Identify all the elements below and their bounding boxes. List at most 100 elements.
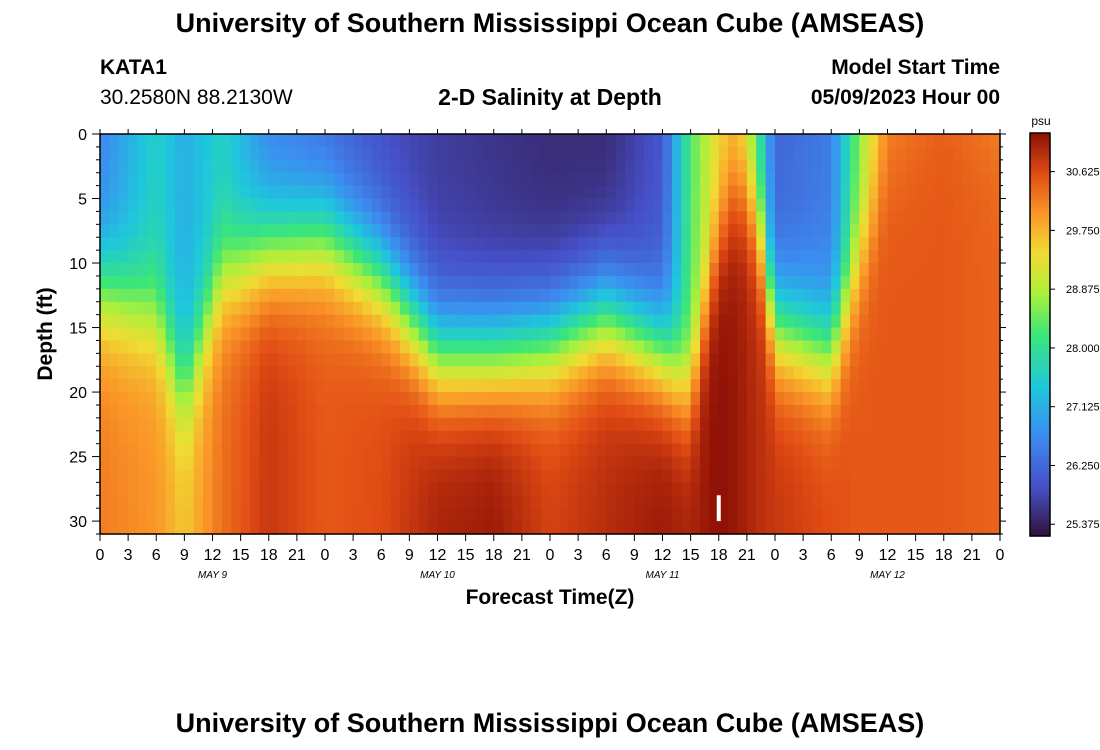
heatmap-cell (821, 275, 832, 290)
heatmap-cell (446, 508, 457, 522)
heatmap-cell (503, 275, 514, 290)
heatmap-cell (634, 443, 645, 458)
heatmap-cell (859, 185, 870, 200)
heatmap-cell (671, 521, 682, 535)
heatmap-cell (634, 327, 645, 342)
heatmap-cell (521, 404, 532, 419)
heatmap-cell (962, 198, 973, 213)
heatmap-cell (587, 340, 598, 354)
heatmap-cell (943, 237, 954, 251)
heatmap-cell (240, 521, 251, 535)
heatmap-cell (831, 263, 842, 277)
heatmap-cell (371, 250, 382, 264)
heatmap-cell (887, 185, 898, 200)
colorbar-swatch (1030, 270, 1050, 275)
heatmap-cell (371, 275, 382, 290)
heatmap-cell (568, 237, 579, 251)
heatmap-cell (184, 404, 195, 419)
colorbar-swatch (1030, 405, 1050, 409)
heatmap-cell (437, 417, 448, 432)
heatmap-cell (568, 521, 579, 535)
heatmap-cell (925, 417, 935, 432)
x-tick-label: 21 (963, 547, 981, 564)
heatmap-cell (193, 288, 204, 303)
heatmap-cell (221, 495, 232, 509)
heatmap-cell (400, 456, 410, 471)
heatmap-cell (962, 456, 973, 471)
heatmap-cell (653, 495, 664, 509)
heatmap-cell (371, 224, 382, 238)
heatmap-cell (784, 288, 795, 303)
heatmap-cell (896, 263, 907, 277)
heatmap-cell (671, 263, 682, 277)
heatmap-cell (925, 456, 935, 471)
colorbar-swatch (1030, 149, 1050, 154)
heatmap-cell (390, 521, 401, 535)
heatmap-cell (315, 301, 326, 316)
heatmap-cell (700, 237, 710, 251)
heatmap-cell (821, 379, 832, 393)
heatmap-cell (118, 275, 129, 290)
heatmap-cell (887, 379, 898, 393)
heatmap-cell (634, 211, 645, 225)
colorbar-swatch (1030, 358, 1050, 362)
heatmap-cell (240, 250, 251, 264)
heatmap-cell (915, 430, 926, 445)
heatmap-cell (559, 379, 570, 393)
heatmap-cell (503, 379, 514, 393)
heatmap-cell (409, 263, 420, 277)
heatmap-cell (325, 379, 335, 393)
heatmap-cell (184, 275, 195, 290)
heatmap-cell (165, 185, 176, 200)
heatmap-cell (100, 417, 110, 432)
heatmap-cell (437, 353, 448, 367)
heatmap-cell (306, 404, 317, 419)
heatmap-cell (990, 430, 1001, 445)
heatmap-cell (306, 134, 317, 148)
heatmap-cell (118, 327, 129, 342)
heatmap-cell (643, 172, 654, 187)
colorbar-tick-label: 28.875 (1066, 284, 1100, 296)
heatmap-cell (681, 366, 692, 380)
colorbar-swatch (1030, 267, 1050, 272)
heatmap-cell (390, 159, 401, 174)
heatmap-cell (587, 263, 598, 277)
heatmap-cell (325, 237, 335, 251)
heatmap-cell (643, 353, 654, 367)
heatmap-cell (700, 379, 710, 393)
heatmap-cell (465, 417, 476, 432)
heatmap-cell (371, 392, 382, 406)
heatmap-cell (100, 469, 110, 483)
heatmap-cell (371, 263, 382, 277)
heatmap-cell (559, 275, 570, 290)
heatmap-cell (418, 159, 429, 174)
heatmap-cell (250, 275, 260, 290)
heatmap-cell (390, 185, 401, 200)
heatmap-cell (287, 456, 298, 471)
heatmap-cell (915, 198, 926, 213)
heatmap-cell (887, 417, 898, 432)
heatmap-cell (446, 237, 457, 251)
heatmap-cell (615, 250, 626, 264)
heatmap-cell (896, 146, 907, 161)
heatmap-cell (803, 404, 814, 419)
heatmap-cell (128, 134, 139, 148)
heatmap-cell (512, 521, 523, 535)
x-tick-label: 12 (204, 547, 222, 564)
heatmap-cell (343, 353, 354, 367)
heatmap-cell (559, 134, 570, 148)
day-label: MAY 9 (198, 570, 228, 581)
heatmap-cell (446, 379, 457, 393)
heatmap-cell (728, 430, 739, 445)
heatmap-cell (100, 495, 110, 509)
heatmap-cell (540, 224, 551, 238)
heatmap-cell (250, 211, 260, 225)
colorbar-swatch (1030, 230, 1050, 235)
heatmap-cell (606, 404, 617, 419)
heatmap-cell (268, 327, 279, 342)
heatmap-cell (268, 250, 279, 264)
heatmap-cell (662, 366, 673, 380)
heatmap-cell (484, 314, 495, 329)
heatmap-cell (765, 275, 776, 290)
